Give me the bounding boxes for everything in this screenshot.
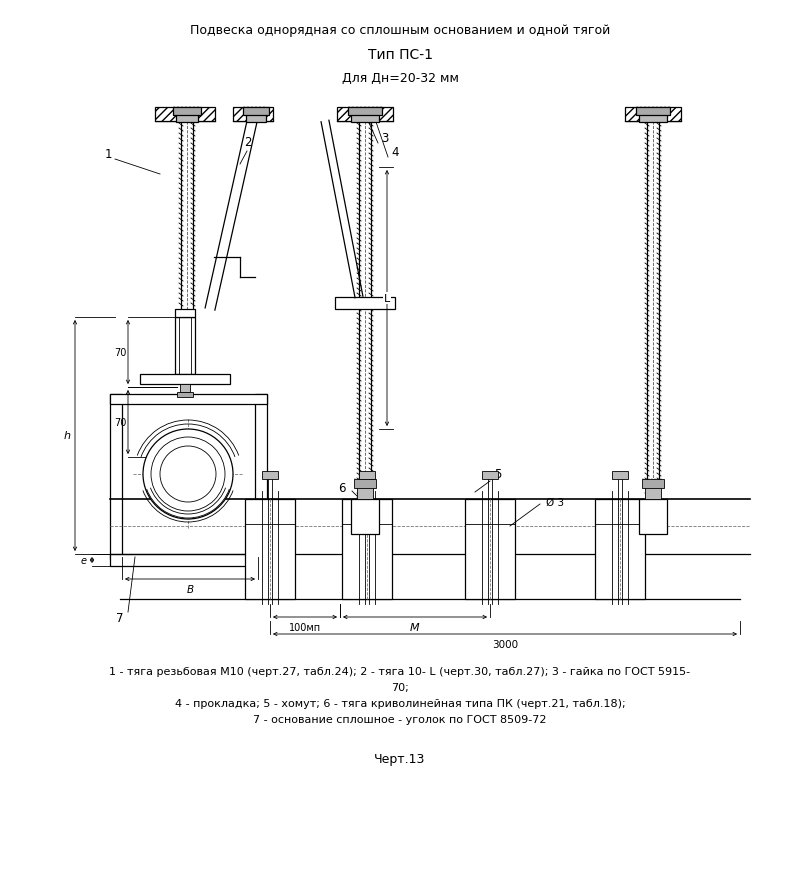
Text: 1: 1 bbox=[104, 148, 112, 161]
Text: Тип ПС-1: Тип ПС-1 bbox=[367, 48, 433, 62]
Text: L: L bbox=[384, 294, 390, 303]
Text: 70: 70 bbox=[114, 347, 126, 358]
Bar bbox=[359, 472, 375, 480]
Bar bbox=[177, 393, 193, 397]
Bar bbox=[642, 480, 664, 488]
Circle shape bbox=[143, 430, 233, 519]
Text: Черт.13: Черт.13 bbox=[374, 752, 426, 766]
Bar bbox=[262, 472, 278, 480]
Bar bbox=[354, 480, 376, 488]
Bar bbox=[639, 499, 667, 534]
Bar bbox=[351, 499, 379, 534]
Bar bbox=[245, 499, 295, 599]
Bar bbox=[342, 499, 392, 599]
Bar bbox=[110, 395, 267, 404]
Bar bbox=[625, 108, 681, 122]
Bar bbox=[233, 108, 273, 122]
Text: 70: 70 bbox=[114, 417, 126, 427]
Text: e: e bbox=[81, 555, 87, 566]
Text: 3000: 3000 bbox=[492, 639, 518, 649]
Text: 3: 3 bbox=[382, 132, 389, 145]
Bar bbox=[465, 499, 515, 599]
Text: 2: 2 bbox=[244, 136, 252, 149]
Text: 6: 6 bbox=[338, 481, 346, 494]
Bar bbox=[140, 374, 230, 384]
Text: h: h bbox=[63, 431, 70, 440]
Bar bbox=[175, 310, 195, 317]
Bar bbox=[612, 472, 628, 480]
Bar bbox=[337, 108, 393, 122]
Text: Ø 3: Ø 3 bbox=[546, 497, 564, 508]
Text: 5: 5 bbox=[494, 468, 502, 481]
Bar bbox=[636, 108, 670, 116]
Text: 4 - прокладка; 5 - хомут; 6 - тяга криволинейная типа ПК (черт.21, табл.18);: 4 - прокладка; 5 - хомут; 6 - тяга криво… bbox=[174, 698, 626, 709]
Bar bbox=[595, 499, 645, 599]
Bar bbox=[155, 108, 215, 122]
Text: 70;: 70; bbox=[391, 682, 409, 692]
Bar bbox=[180, 384, 190, 393]
Bar bbox=[176, 115, 198, 123]
Bar bbox=[246, 115, 266, 123]
Bar bbox=[348, 108, 382, 116]
Bar bbox=[482, 472, 498, 480]
Bar bbox=[110, 554, 265, 567]
Bar bbox=[243, 108, 269, 116]
Text: M: M bbox=[410, 623, 420, 632]
Bar bbox=[175, 317, 195, 374]
Text: 1 - тяга резьбовая М10 (черт.27, табл.24); 2 - тяга 10- L (черт.30, табл.27); 3 : 1 - тяга резьбовая М10 (черт.27, табл.24… bbox=[110, 667, 690, 676]
Bar bbox=[110, 395, 122, 560]
Bar bbox=[255, 395, 267, 569]
Text: 7 - основание сплошное - уголок по ГОСТ 8509-72: 7 - основание сплошное - уголок по ГОСТ … bbox=[254, 714, 546, 724]
Text: Подвеска однорядная со сплошным основанием и одной тягой: Подвеска однорядная со сплошным основани… bbox=[190, 24, 610, 37]
Bar bbox=[645, 488, 661, 499]
Bar bbox=[173, 108, 201, 116]
Bar bbox=[357, 488, 373, 499]
Bar bbox=[335, 297, 395, 310]
Text: 4: 4 bbox=[391, 146, 398, 160]
Bar bbox=[351, 115, 379, 123]
Text: B: B bbox=[186, 584, 194, 595]
Text: Для Дн=20-32 мм: Для Дн=20-32 мм bbox=[342, 71, 458, 84]
Text: 100мп: 100мп bbox=[289, 623, 321, 632]
Bar bbox=[639, 115, 667, 123]
Text: 7: 7 bbox=[116, 610, 124, 624]
